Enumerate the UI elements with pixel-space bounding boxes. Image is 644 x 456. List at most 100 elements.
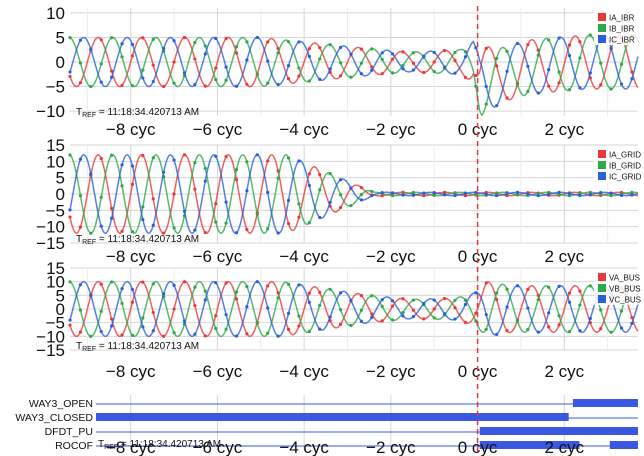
digital-high-segment bbox=[479, 441, 580, 449]
x-tick-label: 0 cyc bbox=[458, 247, 498, 266]
y-tick-label: −10 bbox=[36, 218, 65, 237]
sample-point bbox=[505, 329, 509, 333]
sample-point bbox=[474, 193, 478, 197]
sample-point bbox=[99, 80, 103, 84]
trace-ib_grid bbox=[69, 154, 639, 234]
sample-point bbox=[130, 42, 135, 47]
sample-point bbox=[151, 197, 155, 201]
sample-point bbox=[120, 184, 124, 188]
legend-swatch bbox=[598, 172, 606, 180]
sample-point bbox=[432, 298, 436, 302]
sample-point bbox=[609, 46, 613, 50]
sample-point bbox=[307, 172, 311, 176]
sample-point bbox=[245, 189, 249, 193]
y-tick-label: −5 bbox=[46, 201, 65, 220]
x-tick-label: −4 cyc bbox=[279, 247, 329, 266]
legend-label: IA_IBR bbox=[609, 14, 635, 23]
y-tick-label: −15 bbox=[36, 341, 65, 360]
sample-point bbox=[599, 327, 603, 331]
sample-point bbox=[588, 193, 592, 197]
sample-point bbox=[266, 190, 270, 194]
legend-label: VB_BUS bbox=[609, 285, 641, 294]
sample-point bbox=[557, 70, 561, 74]
x-tick-label: −2 cyc bbox=[366, 438, 416, 456]
sample-point bbox=[141, 36, 145, 40]
x-tick-label: −8 cyc bbox=[106, 362, 156, 381]
sample-point bbox=[307, 300, 311, 304]
sample-point bbox=[120, 287, 124, 291]
sample-point bbox=[349, 52, 353, 56]
legend-label: IC_GRID bbox=[609, 173, 642, 182]
sample-point bbox=[234, 334, 239, 338]
trace-ic_ibr bbox=[69, 34, 639, 108]
sample-point bbox=[515, 319, 520, 323]
sample-point bbox=[453, 50, 457, 55]
sample-point bbox=[162, 292, 166, 296]
sample-point bbox=[630, 70, 634, 74]
sample-point bbox=[318, 46, 322, 50]
sample-point bbox=[401, 310, 405, 315]
sample-point bbox=[484, 84, 488, 89]
sample-point bbox=[224, 200, 228, 204]
sample-point bbox=[286, 311, 291, 315]
sample-point bbox=[526, 64, 530, 68]
legend-swatch bbox=[598, 161, 606, 169]
legend-swatch bbox=[598, 35, 606, 43]
sample-point bbox=[619, 309, 624, 313]
sample-point bbox=[307, 54, 311, 58]
sample-point bbox=[599, 190, 603, 195]
sample-point bbox=[307, 79, 311, 83]
digital-high-segment bbox=[572, 399, 638, 407]
sample-point bbox=[203, 52, 207, 56]
sample-point bbox=[422, 70, 426, 75]
sample-point bbox=[338, 178, 343, 182]
digital-signal-label: ROCOF bbox=[55, 440, 93, 452]
sample-point bbox=[463, 55, 468, 59]
sample-point bbox=[338, 61, 343, 65]
sample-point bbox=[151, 63, 155, 67]
y-tick-label: 5 bbox=[56, 28, 65, 47]
sample-point bbox=[599, 308, 603, 312]
sample-point bbox=[110, 280, 114, 284]
sample-point bbox=[245, 284, 249, 289]
sample-point bbox=[297, 40, 301, 44]
sample-point bbox=[224, 65, 228, 69]
sample-point bbox=[182, 35, 187, 40]
sample-point bbox=[276, 51, 280, 55]
sample-point bbox=[495, 332, 499, 337]
sample-point bbox=[495, 297, 499, 302]
digital-high-segment bbox=[479, 427, 638, 435]
sample-point bbox=[214, 36, 218, 40]
sample-point bbox=[526, 327, 530, 332]
sample-point bbox=[484, 192, 488, 196]
sample-point bbox=[588, 71, 592, 75]
sample-point bbox=[380, 51, 384, 55]
sample-point bbox=[463, 75, 468, 79]
tref-label: TREF = 11:18:34.420713 AM bbox=[98, 439, 221, 451]
sample-point bbox=[266, 59, 270, 63]
sample-point bbox=[557, 36, 561, 40]
sample-point bbox=[234, 45, 239, 49]
sample-point bbox=[110, 75, 114, 79]
sample-point bbox=[609, 87, 613, 91]
sample-point bbox=[297, 314, 301, 318]
trace-vc_bus bbox=[69, 280, 639, 338]
legend-label: IB_GRID bbox=[609, 162, 641, 171]
sample-point bbox=[505, 49, 509, 54]
sample-point bbox=[78, 81, 83, 85]
sample-point bbox=[536, 330, 540, 334]
sample-point bbox=[463, 191, 468, 196]
sample-point bbox=[182, 319, 187, 323]
sample-point bbox=[619, 82, 624, 86]
sample-point bbox=[547, 311, 551, 315]
x-tick-label: −6 cyc bbox=[193, 247, 243, 266]
sample-point bbox=[328, 200, 332, 204]
sample-point bbox=[110, 69, 114, 73]
sample-point bbox=[526, 192, 530, 196]
sample-point bbox=[182, 153, 187, 157]
sample-point bbox=[245, 40, 249, 44]
x-tick-label: −8 cyc bbox=[106, 120, 156, 139]
sample-point bbox=[443, 48, 447, 53]
x-tick-label: −2 cyc bbox=[366, 362, 416, 381]
sample-point bbox=[203, 84, 207, 88]
